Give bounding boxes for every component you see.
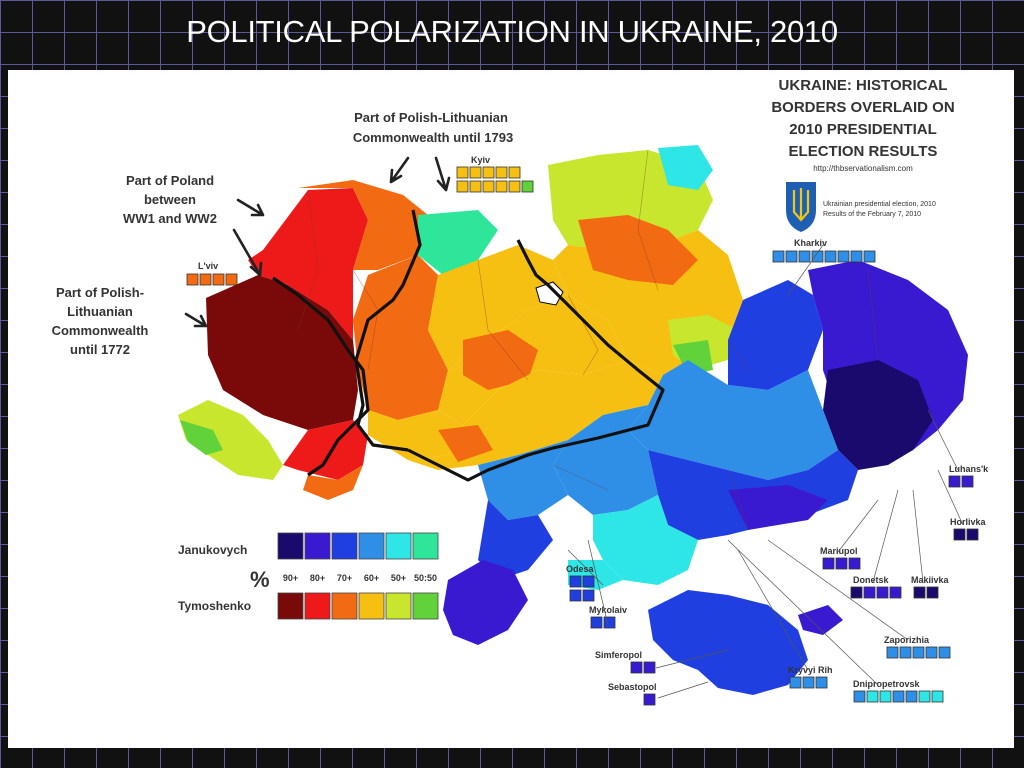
ukraine-election-map: UKRAINE: HISTORICAL BORDERS OVERLAID ON … [52, 77, 989, 706]
region-zhytomyr [298, 180, 428, 270]
historical-borders [272, 209, 665, 482]
annotation-1772-line-1: Part of Polish- [56, 285, 144, 300]
region-vinnytsia [353, 255, 448, 420]
region-odesa-south [478, 500, 553, 580]
region-volyn-rivne [248, 188, 368, 340]
heading-line-3: 2010 PRESIDENTIAL [789, 121, 937, 138]
annotation-1793-line-2: Commonwealth until 1793 [353, 130, 513, 145]
region-odesa-tail [443, 560, 528, 645]
city-label-horlivka: Horlivka [950, 517, 987, 527]
legend-swatch-janukovych-0 [277, 532, 304, 560]
annotation-1793-line-1: Part of Polish-Lithuanian [354, 110, 508, 125]
annotation-commonwealth-1793: Part of Polish-Lithuanian Commonwealth u… [353, 110, 513, 145]
annotation-1772-line-3: Commonwealth [52, 323, 149, 338]
city-label-makiivka: Makiivka [911, 575, 950, 585]
legend-swatch-janukovych-5 [412, 532, 439, 560]
arrow-ww-a [236, 198, 265, 217]
legend-swatches: 90+ 80+ 70+ 60+ 50+ 50:50 [277, 532, 439, 620]
annotation-1772-line-4: until 1772 [70, 342, 130, 357]
legend-swatch-tymoshenko-2 [331, 592, 358, 620]
legend-threshold-4: 50+ [391, 573, 406, 583]
region-kherson-b [568, 560, 623, 590]
legend-swatch-tymoshenko-0 [277, 592, 304, 620]
emblem-caption-2: Results of the February 7, 2010 [823, 211, 921, 218]
region-kherson [593, 495, 698, 585]
city-label-luhansk: Luhans'k [949, 464, 989, 474]
annotation-commonwealth-1772: Part of Polish- Lithuanian Commonwealth … [52, 285, 149, 357]
legend-threshold-3: 60+ [364, 573, 379, 583]
legend-janukovych-label: Janukovych [178, 543, 247, 557]
city-label-kyiv: Kyiv [471, 155, 490, 165]
annotation-ww-line-2: between [144, 192, 196, 207]
heading-line-4: ELECTION RESULTS [789, 143, 938, 160]
border-1793 [407, 239, 665, 482]
legend: Janukovych Tymoshenko % 90+ 80+ 70+ 60+ 50+ 5… [178, 532, 439, 620]
arrow-ww-b [232, 228, 263, 277]
source-url: http://thbservationalism.com [813, 164, 913, 173]
city-label-donetsk: Donetsk [853, 575, 890, 585]
legend-threshold-2: 70+ [337, 573, 352, 583]
region-donetsk-dark [823, 360, 933, 470]
region-ternopil [283, 420, 368, 480]
annotation-ww-line-1: Part of Poland [126, 173, 214, 188]
city-label-sebastopol: Sebastopol [608, 682, 657, 692]
region-crimea-east [798, 605, 843, 635]
legend-swatch-tymoshenko-1 [304, 592, 331, 620]
city-label-zaporizhia: Zaporizhia [884, 635, 930, 645]
heading-line-1: UKRAINE: HISTORICAL [779, 77, 948, 94]
region-dnipropetrovsk [628, 360, 838, 480]
legend-tymoshenko-label: Tymoshenko [178, 599, 251, 613]
slide-title: POLITICAL POLARIZATION IN UKRAINE, 2010 [186, 14, 838, 49]
city-label-simferopol: Simferopol [595, 650, 642, 660]
trident-emblem-icon [786, 182, 816, 232]
legend-swatch-tymoshenko-3 [358, 592, 385, 620]
city-label-mykolaiv: Mykolaiv [589, 605, 627, 615]
city-label-lviv: L'viv [198, 261, 218, 271]
region-small-green [673, 340, 713, 375]
region-sumy-cyan [658, 145, 713, 190]
border-poland-ww [354, 209, 422, 452]
annotation-1772-line-2: Lithuanian [67, 304, 133, 319]
region-zakarpattia [178, 400, 283, 480]
arrow-1793-b [434, 156, 451, 192]
map-heading: UKRAINE: HISTORICAL BORDERS OVERLAID ON … [771, 77, 954, 173]
region-kyiv-oblast [428, 245, 568, 370]
arrow-1793-a [389, 156, 410, 184]
legend-threshold-5: 50:50 [414, 573, 437, 583]
map-panel: UKRAINE: HISTORICAL BORDERS OVERLAID ON … [8, 70, 1014, 748]
legend-swatch-janukovych-1 [304, 532, 331, 560]
city-label-dnipropetrovsk: Dnipropetrovsk [853, 679, 921, 689]
map-regions [178, 145, 968, 695]
emblem-caption-1: Ukrainian presidential election, 2010 [823, 201, 936, 208]
region-crimea [648, 590, 808, 695]
region-cherkasy-orange [463, 330, 538, 390]
legend-swatch-tymoshenko-4 [385, 592, 412, 620]
legend-swatch-janukovych-3 [358, 532, 385, 560]
region-zaporizhia-deep [728, 485, 828, 530]
region-poltava-orange [578, 215, 698, 285]
region-kyiv-north [418, 210, 498, 275]
border-1772 [272, 276, 370, 477]
legend-swatch-janukovych-2 [331, 532, 358, 560]
annotation-poland-ww: Part of Poland between WW1 and WW2 [123, 173, 217, 226]
legend-percent-symbol: % [250, 567, 270, 592]
annotation-arrows [184, 156, 451, 328]
legend-threshold-0: 90+ [283, 573, 298, 583]
region-zakarpattia-b [180, 420, 223, 455]
city-label-kryvyi-rih: Kryvyi Rih [788, 665, 833, 675]
region-mykolaiv [553, 405, 658, 515]
region-odesa-north [478, 440, 568, 520]
annotation-ww-line-3: WW1 and WW2 [123, 211, 217, 226]
city-label-odesa: Odesa [566, 564, 595, 574]
legend-swatch-janukovych-4 [385, 532, 412, 560]
city-label-kharkiv: Kharkiv [794, 238, 827, 248]
city-markers: Kyiv L'viv Kharkiv Luhans'k Horlivka Mar… [186, 155, 989, 706]
region-kirovohrad-orange [438, 425, 493, 462]
region-kharkiv [728, 280, 823, 390]
legend-threshold-1: 80+ [310, 573, 325, 583]
heading-line-2: BORDERS OVERLAID ON [771, 99, 954, 116]
legend-swatch-tymoshenko-5 [412, 592, 439, 620]
region-chernivtsi [303, 465, 363, 500]
arrow-1772 [184, 312, 208, 328]
